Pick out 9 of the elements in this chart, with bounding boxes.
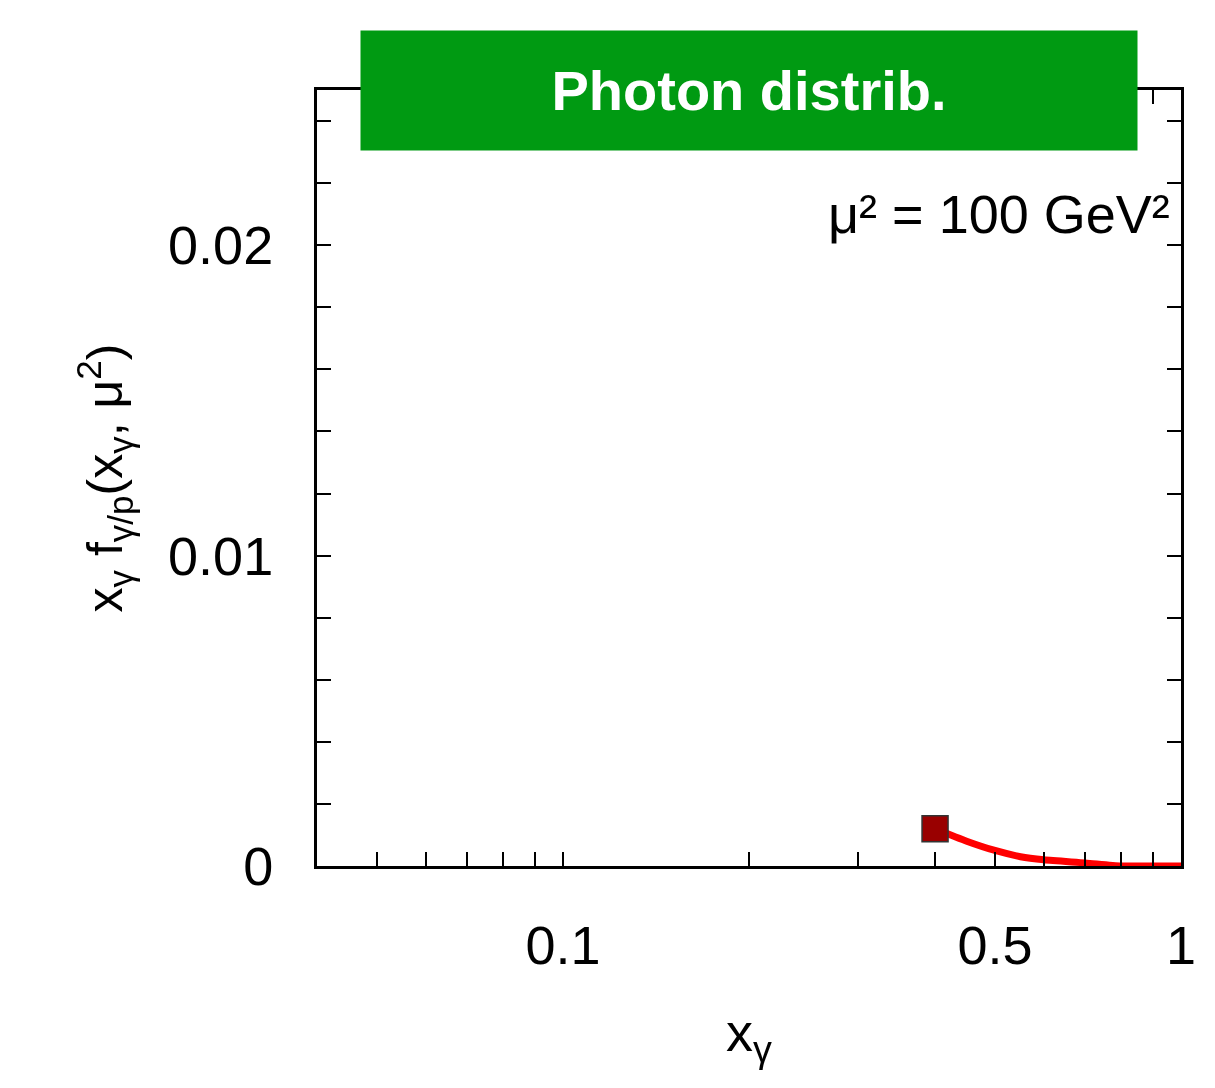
- x-axis-title: x$_{γ}$: [726, 1002, 773, 1071]
- y-tick-label: 0.01: [168, 525, 274, 586]
- x-tick-label: 1: [1165, 914, 1197, 975]
- y-tick-label: 0: [243, 835, 274, 896]
- x-tick-label: 0.1: [525, 914, 601, 975]
- annotation: μ² = 100 GeV²: [828, 184, 1170, 244]
- y-tick-label: 0.02: [168, 215, 274, 276]
- chart-title: Photon distrib.: [551, 59, 947, 122]
- x-tick-label: 0.5: [957, 914, 1033, 975]
